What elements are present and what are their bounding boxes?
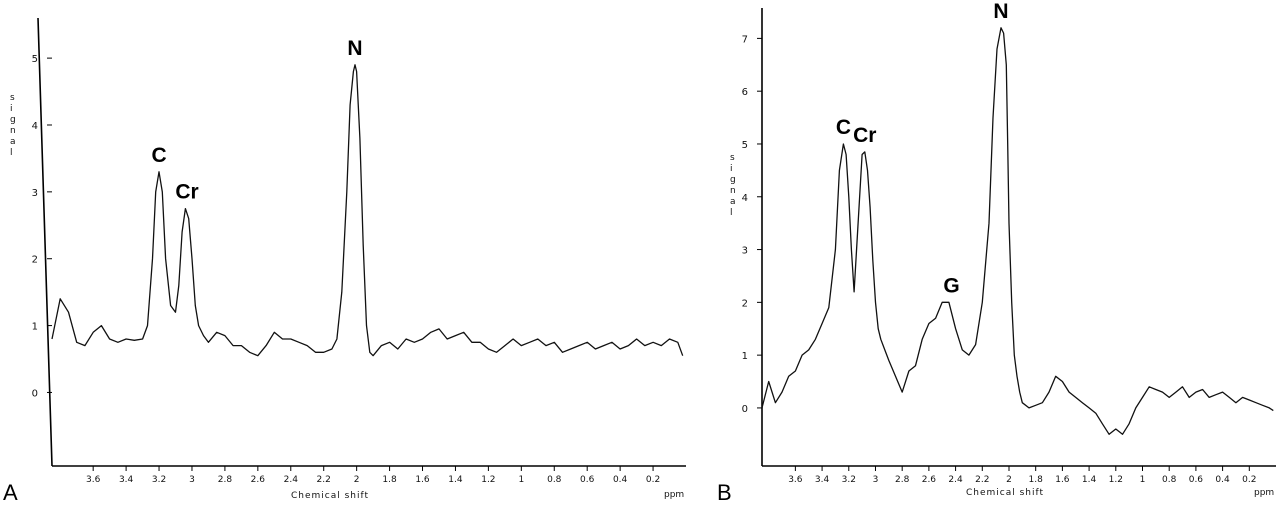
panel-b-x-unit: ppm [1254, 488, 1274, 498]
y-tick-label: 1 [32, 322, 38, 333]
peak-label: Cr [853, 124, 876, 147]
x-tick-label: 1.6 [1055, 475, 1070, 485]
panel-a: 0 1 2 3 4 5 3.6 3.4 3.2 3 2.8 2.6 2.4 2.2 2 1.8 1.6 1.4 1… [3, 17, 686, 505]
y-tick-label: 7 [742, 34, 748, 45]
x-tick-label: 0.2 [646, 475, 660, 485]
x-tick-label: 2.6 [922, 475, 937, 485]
y-tick-label: 1 [742, 351, 748, 362]
x-tick-label: 1.4 [448, 475, 463, 485]
x-tick-label: 0.4 [1215, 475, 1230, 485]
x-tick-label: 3 [873, 475, 879, 485]
peak-label: C [151, 144, 166, 167]
x-tick-label: 0.8 [547, 475, 562, 485]
x-tick-label: 0.8 [1162, 475, 1177, 485]
x-tick-label: 1.2 [1109, 475, 1123, 485]
panel-b-spectrum-line [761, 27, 1274, 435]
panel-b: 0 1 2 3 4 5 6 7 3.6 3.4 3.2 3 2.8 2.6 2.4 2.2 2 1.8 1.6 1.… [717, 0, 1276, 505]
panel-b-x-axis-label: Chemical shift [966, 488, 1044, 498]
x-tick-label: 3.6 [788, 475, 803, 485]
x-tick-label: 2.4 [284, 475, 299, 485]
panel-a-x-axis-label: Chemical shift [291, 491, 369, 501]
peak-label: N [347, 37, 362, 60]
x-tick-label: 1 [518, 475, 524, 485]
x-tick-label: 0.2 [1242, 475, 1256, 485]
panel-a-spectrum-line [51, 64, 684, 357]
x-tick-label: 1.6 [415, 475, 430, 485]
x-tick-label: 3.4 [119, 475, 134, 485]
x-tick-label: 3.2 [152, 475, 166, 485]
y-tick-label: 0 [32, 388, 38, 399]
y-tick-label: 0 [742, 404, 748, 415]
x-tick-label: 2.8 [218, 475, 233, 485]
panel-a-label: A [3, 480, 18, 505]
y-tick-label: 5 [32, 54, 38, 65]
x-tick-label: 3 [189, 475, 195, 485]
x-tick-label: 2.4 [948, 475, 963, 485]
y-tick-label: 6 [742, 87, 748, 98]
peak-label: Cr [175, 181, 198, 204]
x-tick-label: 2 [1006, 475, 1012, 485]
panel-a-y-axis [37, 17, 53, 467]
x-tick-label: 2.6 [251, 475, 266, 485]
x-tick-label: 1.4 [1082, 475, 1097, 485]
x-tick-label: 1.2 [481, 475, 495, 485]
y-tick-label: 2 [742, 298, 748, 309]
y-tick-label: 3 [742, 246, 748, 257]
panel-a-x-unit: ppm [664, 490, 684, 500]
x-tick-label: 3.2 [842, 475, 856, 485]
x-tick-label: 2.2 [975, 475, 989, 485]
peak-label: N [993, 0, 1008, 23]
x-tick-label: 0.6 [580, 475, 595, 485]
x-tick-label: 1.8 [382, 475, 397, 485]
peak-label: C [836, 116, 851, 139]
y-tick-label: 4 [742, 193, 748, 204]
x-tick-label: 2.2 [317, 475, 331, 485]
x-tick-label: 3.6 [86, 475, 101, 485]
y-tick-label: 3 [32, 188, 38, 199]
x-tick-label: 1.8 [1029, 475, 1044, 485]
y-tick-label: 2 [32, 255, 38, 266]
x-tick-label: 2 [354, 475, 360, 485]
x-tick-label: 3.4 [815, 475, 830, 485]
x-tick-label: 0.6 [1189, 475, 1204, 485]
x-tick-label: 0.4 [613, 475, 628, 485]
x-tick-label: 1 [1140, 475, 1146, 485]
y-tick-label: 5 [742, 140, 748, 151]
x-tick-label: 2.8 [895, 475, 910, 485]
y-tick-label: 4 [32, 121, 38, 132]
peak-label: G [943, 274, 959, 297]
panel-b-label: B [717, 480, 732, 505]
